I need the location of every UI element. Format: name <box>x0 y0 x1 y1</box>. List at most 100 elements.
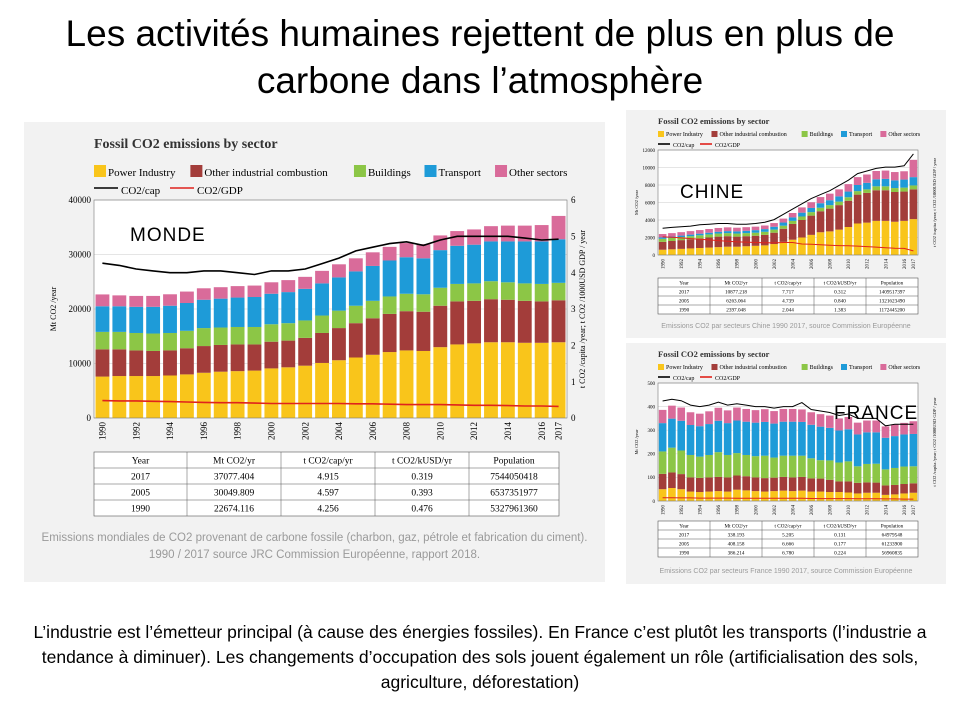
table-cell: 10877.218 <box>725 289 747 295</box>
bar-buildings-1998 <box>230 326 245 345</box>
bar-other_ind-1991 <box>112 349 127 377</box>
bar-buildings-1999 <box>247 326 262 345</box>
y-tick-label: 100 <box>648 476 656 481</box>
bar-power-2007 <box>816 232 825 255</box>
bar-other-2005 <box>348 258 363 272</box>
chart-france: Fossil CO2 emissions by sector Power Indu… <box>634 349 937 558</box>
bar-other-2000 <box>751 226 760 231</box>
table-cell: 5.205 <box>782 532 794 538</box>
bar-other-1992 <box>677 232 686 236</box>
legend-label-buildings: Buildings <box>810 365 834 371</box>
bar-buildings-2013 <box>872 186 881 191</box>
y-tick-label: 6000 <box>645 201 656 206</box>
bar-other-2000 <box>751 410 760 423</box>
bar-other_ind-1994 <box>695 238 704 248</box>
bar-other-2014 <box>500 225 515 242</box>
bar-other_ind-2001 <box>760 478 769 492</box>
table-cell: 0.476 <box>411 505 433 515</box>
bar-other-2009 <box>416 244 431 259</box>
x-tick-label: 2002 <box>773 505 778 516</box>
x-tick-label: 2002 <box>773 259 778 270</box>
bar-power-2006 <box>365 354 380 418</box>
x-tick-label: 1990 <box>98 422 108 441</box>
bar-other-2011 <box>853 177 862 185</box>
bar-other-2013 <box>872 171 881 180</box>
y2-tick-label: 5 <box>571 231 576 241</box>
bar-transport-2008 <box>825 200 834 206</box>
bar-power-1995 <box>179 374 194 418</box>
bar-buildings-2002 <box>298 320 313 338</box>
x-tick-label: 2008 <box>402 422 412 441</box>
legend-label-co2gdp: CO2/GDP <box>197 185 243 197</box>
bar-other-2005 <box>798 207 806 213</box>
chart-chine: Fossil CO2 emissions by sector Power Indu… <box>634 116 937 315</box>
bar-other_ind-1993 <box>686 477 695 492</box>
bar-transport-1994 <box>695 233 704 236</box>
bar-buildings-2010 <box>844 461 853 482</box>
bar-other-1990 <box>95 294 110 307</box>
bar-other_ind-2009 <box>835 205 843 230</box>
bar-power-2013 <box>484 342 498 418</box>
bar-power-2004 <box>788 239 797 255</box>
bar-other_ind-1990 <box>95 349 110 377</box>
bar-other-1992 <box>129 295 144 307</box>
table-cell: 61233900 <box>882 541 903 547</box>
bar-transport-1990 <box>658 423 667 452</box>
bar-other_ind-2004 <box>788 477 797 492</box>
bar-power-2016 <box>900 493 908 501</box>
table-cell: 408.158 <box>728 541 745 547</box>
x-tick-label: 2012 <box>469 422 479 440</box>
table-cell: 30049.809 <box>214 489 255 499</box>
bar-other_ind-2000 <box>264 341 279 369</box>
table-cell: 0.312 <box>834 289 846 295</box>
bar-buildings-1992 <box>677 450 686 475</box>
table-cell: 4.915 <box>317 473 339 483</box>
y-axis-label: Mt CO2 /year <box>634 429 639 454</box>
bar-other-2000 <box>264 282 279 294</box>
bar-other-2016 <box>900 422 908 435</box>
series-line-co2cap <box>662 153 914 229</box>
bar-transport-1992 <box>677 235 686 238</box>
bar-power-1999 <box>742 490 751 501</box>
legend-swatch-buildings <box>801 364 808 370</box>
table-cell: 22674.116 <box>214 505 254 515</box>
table-header-cell: Population <box>881 523 904 529</box>
legend-label-power: Power Industry <box>108 167 176 179</box>
table-header-cell: t CO2/cap/yr <box>775 523 802 529</box>
bar-transport-2015 <box>517 241 532 284</box>
bar-buildings-2010 <box>433 287 448 306</box>
bar-buildings-1999 <box>742 454 751 477</box>
y2-tick-label: 3 <box>571 304 576 314</box>
bar-other-2016 <box>900 171 908 180</box>
table-cell: 338.193 <box>728 532 745 538</box>
bar-transport-1995 <box>179 303 194 331</box>
y-tick-label: 500 <box>648 382 656 387</box>
bar-buildings-2008 <box>825 205 834 209</box>
table-cell: 6537351977 <box>490 489 538 499</box>
bar-power-2003 <box>315 362 329 418</box>
bar-buildings-2001 <box>281 323 296 341</box>
bar-transport-2000 <box>751 230 760 233</box>
bar-other-2013 <box>872 420 881 433</box>
bar-other_ind-2007 <box>816 211 825 233</box>
bar-transport-1999 <box>247 297 262 327</box>
bar-buildings-2001 <box>760 231 769 235</box>
legend-label-other_ind: Other industrial combustion <box>719 132 786 138</box>
bar-other_ind-2002 <box>298 337 313 366</box>
y2-tick-label: 4 <box>571 268 576 278</box>
bar-other_ind-1991 <box>668 241 676 250</box>
bar-buildings-2013 <box>872 463 881 483</box>
legend-label-other: Other sectors <box>888 132 920 138</box>
y-tick-label: 2000 <box>645 236 656 241</box>
x-tick-label: 1990 <box>661 505 666 516</box>
bar-power-2012 <box>863 222 871 255</box>
bar-buildings-2015 <box>890 188 899 192</box>
bar-power-1998 <box>230 371 245 418</box>
bar-transport-2003 <box>315 283 329 316</box>
bar-other-1993 <box>686 231 695 235</box>
bar-power-1991 <box>668 488 676 501</box>
y2-tick-label: 6 <box>571 195 576 205</box>
x-tick-label: 2017 <box>554 422 564 441</box>
bar-other-1993 <box>686 412 695 426</box>
panel-france: Fossil CO2 emissions by sector Power Indu… <box>626 343 946 584</box>
